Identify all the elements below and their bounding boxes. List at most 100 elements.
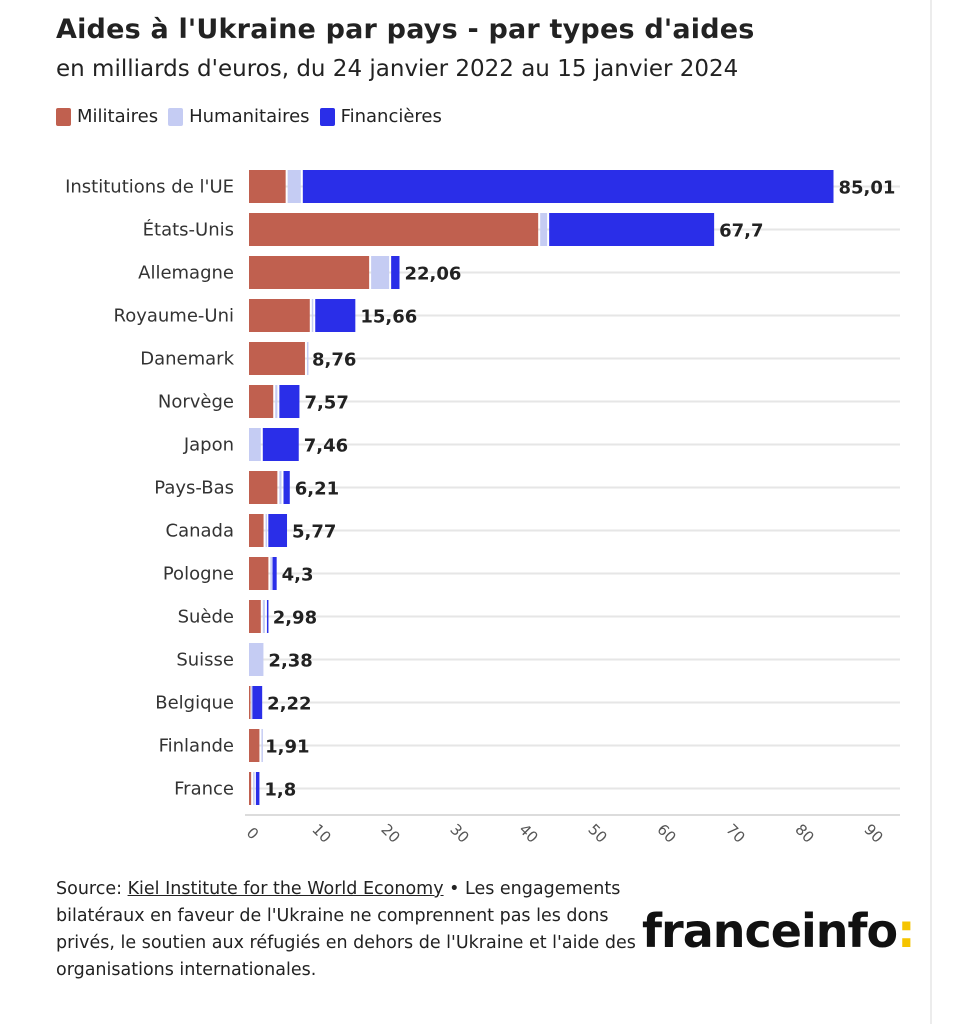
- category-label-suisse: Suisse: [176, 650, 234, 671]
- total-label-suede: 2,98: [273, 608, 317, 629]
- total-label-finlande: 1,91: [265, 737, 309, 758]
- total-label-institutions-de-l-ue: 85,01: [839, 178, 896, 199]
- total-label-belgique: 2,22: [267, 694, 311, 715]
- bar-financieres-canada: [268, 514, 288, 547]
- legend-swatch-humanitaires: [168, 107, 184, 126]
- bar-militaires-royaume-uni: [249, 299, 310, 332]
- bar-financieres-royaume-uni: [315, 299, 356, 332]
- category-label-finlande: Finlande: [159, 736, 234, 757]
- x-tick-label: 70: [722, 820, 748, 846]
- brand-colon: :: [897, 904, 915, 958]
- category-label-pays-bas: Pays-Bas: [154, 478, 234, 499]
- bar-militaires-institutions-de-l-ue: [249, 170, 286, 203]
- category-label-suede: Suède: [178, 607, 234, 628]
- total-label-etats-unis: 67,7: [719, 221, 763, 242]
- x-tick-label: 10: [308, 820, 334, 846]
- category-label-etats-unis: États-Unis: [143, 219, 234, 241]
- bar-humanitaires-suisse: [249, 643, 264, 676]
- x-tick-label: 80: [791, 820, 817, 846]
- bar-militaires-pologne: [249, 557, 269, 590]
- bar-humanitaires-danemark: [306, 342, 309, 375]
- total-label-france: 1,8: [264, 780, 296, 801]
- legend-label-financieres: Financières: [340, 106, 442, 127]
- bar-militaires-belgique: [249, 686, 251, 719]
- total-label-pologne: 4,3: [282, 565, 314, 586]
- legend-swatch-militaires: [56, 107, 71, 126]
- bar-humanitaires-suede: [262, 600, 265, 633]
- x-tick-label: 40: [515, 820, 541, 846]
- bar-humanitaires-institutions-de-l-ue: [287, 170, 301, 203]
- bar-humanitaires-pologne: [270, 557, 272, 590]
- bar-humanitaires-etats-unis: [540, 213, 548, 246]
- bar-militaires-norvege: [249, 385, 274, 418]
- legend: Militaires Humanitaires Financières: [56, 106, 452, 127]
- category-label-danemark: Danemark: [140, 349, 234, 370]
- total-label-suisse: 2,38: [268, 651, 312, 672]
- total-label-allemagne: 22,06: [404, 264, 461, 285]
- x-tick-label: 20: [377, 820, 403, 846]
- total-label-japon: 7,46: [304, 436, 348, 457]
- right-edge-rule: [930, 0, 932, 1024]
- franceinfo-logo: franceinfo:: [642, 904, 916, 958]
- category-label-japon: Japon: [183, 435, 234, 456]
- footer-note-text: • Les engagements bilatéraux en faveur d…: [56, 879, 636, 980]
- category-label-france: France: [174, 779, 234, 800]
- bar-humanitaires-canada: [265, 514, 268, 547]
- bar-financieres-pays-bas: [283, 471, 290, 504]
- bar-financieres-france: [255, 772, 260, 805]
- source-prefix: Source:: [56, 879, 128, 899]
- bar-humanitaires-belgique: [251, 686, 253, 719]
- x-tick-label: 60: [653, 820, 679, 846]
- x-tick-label: 90: [860, 820, 886, 846]
- brand-name: franceinfo: [642, 904, 898, 958]
- bar-militaires-suede: [249, 600, 261, 633]
- bar-humanitaires-japon: [249, 428, 261, 461]
- legend-label-humanitaires: Humanitaires: [189, 106, 310, 127]
- chart-subtitle: en milliards d'euros, du 24 janvier 2022…: [56, 56, 739, 82]
- category-label-institutions-de-l-ue: Institutions de l'UE: [65, 177, 234, 198]
- chart-title: Aides à l'Ukraine par pays - par types d…: [56, 14, 755, 45]
- total-label-norvege: 7,57: [304, 393, 348, 414]
- bar-financieres-allemagne: [391, 256, 400, 289]
- bar-humanitaires-norvege: [275, 385, 278, 418]
- x-tick-label: 50: [584, 820, 610, 846]
- category-label-pologne: Pologne: [163, 564, 234, 585]
- legend-item-militaires: Militaires: [56, 106, 158, 127]
- total-label-pays-bas: 6,21: [295, 479, 339, 500]
- x-tick-label: 30: [446, 820, 472, 846]
- total-label-canada: 5,77: [292, 522, 336, 543]
- bar-humanitaires-royaume-uni: [311, 299, 314, 332]
- bar-humanitaires-pays-bas: [279, 471, 282, 504]
- stacked-bar-chart: Institutions de l'UE 85,01 États-Unis 67,7 A…: [65, 170, 900, 847]
- bar-militaires-allemagne: [249, 256, 370, 289]
- category-label-belgique: Belgique: [155, 693, 234, 714]
- total-label-royaume-uni: 15,66: [360, 307, 417, 328]
- category-label-allemagne: Allemagne: [138, 263, 234, 284]
- bar-militaires-france: [249, 772, 252, 805]
- category-label-norvege: Norvège: [158, 392, 234, 413]
- category-label-canada: Canada: [166, 521, 235, 542]
- legend-item-financieres: Financières: [319, 106, 442, 127]
- total-label-danemark: 8,76: [312, 350, 356, 371]
- legend-label-militaires: Militaires: [77, 106, 159, 127]
- source-link[interactable]: Kiel Institute for the World Economy: [127, 879, 444, 899]
- bar-financieres-pologne: [272, 557, 277, 590]
- footer-note: Source: Kiel Institute for the World Eco…: [56, 876, 636, 984]
- x-tick-label: 0: [243, 824, 262, 843]
- bar-militaires-canada: [249, 514, 264, 547]
- bar-financieres-etats-unis: [549, 213, 715, 246]
- bar-humanitaires-allemagne: [371, 256, 390, 289]
- bar-militaires-danemark: [249, 342, 305, 375]
- category-label-royaume-uni: Royaume-Uni: [114, 306, 235, 327]
- bar-financieres-norvege: [279, 385, 300, 418]
- legend-item-humanitaires: Humanitaires: [168, 106, 310, 127]
- bar-financieres-suede: [266, 600, 269, 633]
- bar-militaires-etats-unis: [249, 213, 539, 246]
- legend-swatch-financieres: [319, 107, 335, 126]
- bar-financieres-belgique: [252, 686, 263, 719]
- bar-humanitaires-france: [253, 772, 255, 805]
- bar-humanitaires-finlande: [261, 729, 263, 762]
- bar-financieres-institutions-de-l-ue: [302, 170, 834, 203]
- bar-militaires-finlande: [249, 729, 260, 762]
- bar-financieres-japon: [262, 428, 299, 461]
